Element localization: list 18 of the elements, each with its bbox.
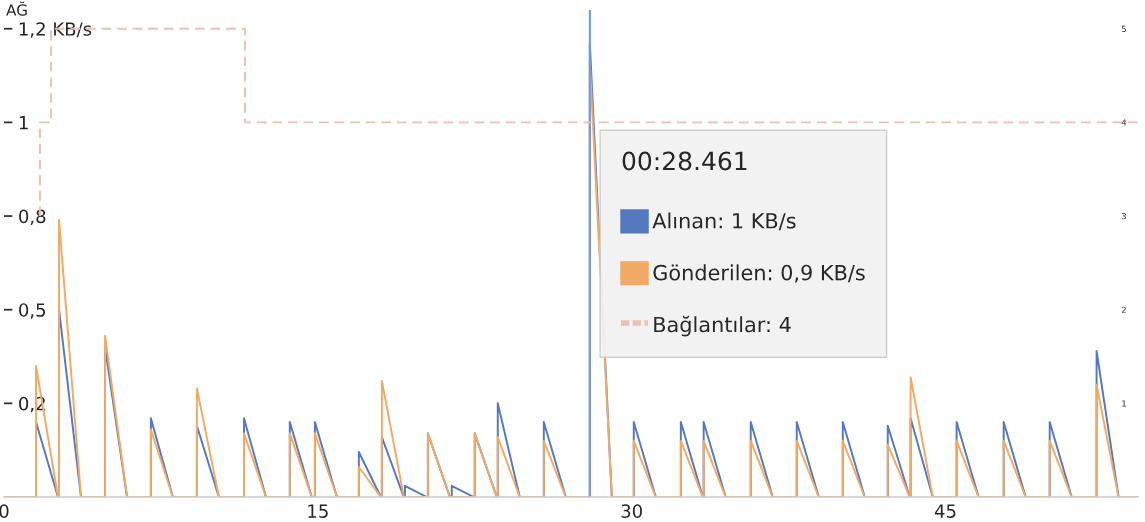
y-tick-label: 1,2 KB/s: [19, 22, 92, 38]
y2-tick-label: 2: [1121, 306, 1126, 313]
legend-title: 00:28.461: [622, 151, 747, 171]
legend-label: Bağlantılar: 4: [654, 315, 791, 337]
y-tick-label: 0,8: [19, 209, 46, 225]
x-tick-label: 15: [308, 504, 328, 518]
x-tick-label: 45: [934, 504, 956, 518]
chart-title: AĞ: [6, 1, 27, 16]
y-tick-label: 1: [19, 116, 28, 130]
x-tick-label: 0: [0, 504, 9, 518]
legend-label: Alınan: 1 KB/s: [652, 212, 796, 231]
x-tick-label: 30: [621, 504, 642, 518]
legend-label: Gönderilen: 0,9 KB/s: [653, 264, 865, 283]
y2-tick-label: 5: [1121, 25, 1126, 33]
y2-tick-label: 3: [1121, 213, 1126, 220]
y2-tick-label: 1: [1122, 400, 1126, 407]
y2-tick-label: 4: [1121, 119, 1127, 126]
y-tick-label: 0,5: [19, 303, 46, 319]
